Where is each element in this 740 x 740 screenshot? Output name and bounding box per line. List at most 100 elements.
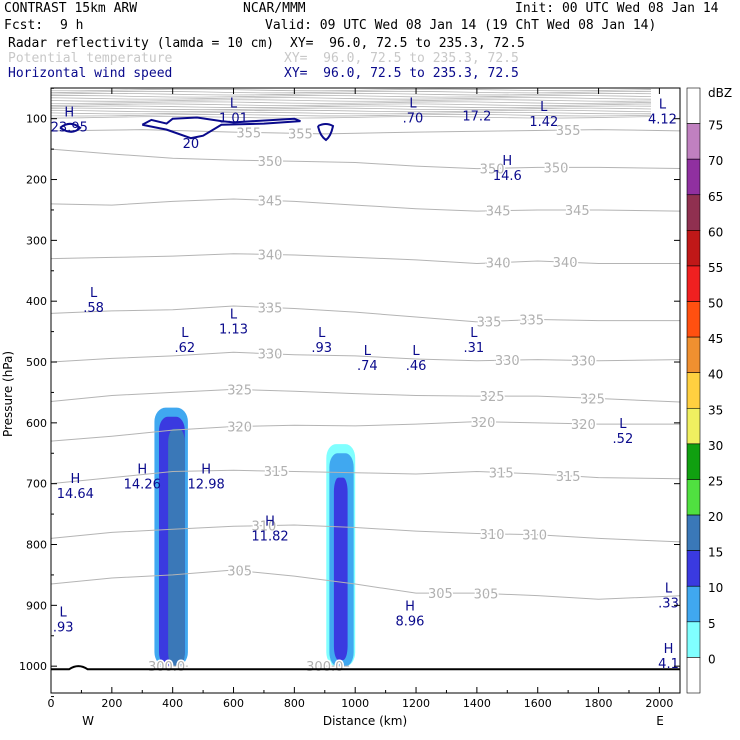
init-time: Init: 00 UTC Wed 08 Jan 14 xyxy=(515,1,719,16)
extremum-value-15: 14.26 xyxy=(124,478,161,493)
theta-contour-305-10 xyxy=(51,569,680,600)
extremum-value-8: 1.13 xyxy=(219,323,248,338)
colorbar-label-35: 35 xyxy=(708,403,723,417)
extremum-marker-2: L xyxy=(409,96,417,111)
extremum-value-21: .33 xyxy=(658,596,679,611)
extremum-value-19: .93 xyxy=(53,621,74,636)
x-tick-label-1800: 1800 xyxy=(585,697,613,710)
x-tick-label-1600: 1600 xyxy=(524,697,552,710)
extremum-value-5: 4.12 xyxy=(648,113,677,128)
center-title: NCAR/MMM xyxy=(243,1,306,16)
theta-contour-325-6 xyxy=(51,388,680,403)
stratospheric-theta-line-12 xyxy=(51,114,652,117)
y-tick-label-200: 200 xyxy=(26,174,47,187)
colorbar-label-0: 0 xyxy=(708,652,716,666)
extremum-value-12: .46 xyxy=(406,359,427,374)
theta-label-5-2: 330 xyxy=(571,354,596,369)
extremum-value-17: 14.64 xyxy=(57,487,94,502)
extremum-value-10: .93 xyxy=(311,341,332,356)
colorbar-label-65: 65 xyxy=(708,190,723,204)
theta-label-2-2: 345 xyxy=(565,204,590,219)
colorbar-swatch-55 xyxy=(686,265,701,302)
extremum-value-20: 8.96 xyxy=(395,615,424,630)
stratospheric-theta-line-1 xyxy=(51,90,652,94)
theta-contour-320-7 xyxy=(51,421,680,442)
x-tick-label-1000: 1000 xyxy=(341,697,369,710)
y-tick-label-700: 700 xyxy=(26,478,47,491)
wind-contour-small-loop xyxy=(317,123,335,142)
wind-contour-west-loop xyxy=(59,122,82,133)
colorbar-swatch-0 xyxy=(686,657,701,694)
colorbar-label-25: 25 xyxy=(708,474,723,488)
stratospheric-theta-line-7 xyxy=(51,103,652,106)
forecast-label: Fcst: xyxy=(4,18,44,33)
colorbar-label-30: 30 xyxy=(708,439,723,453)
theta-label-7-2: 320 xyxy=(571,418,596,433)
extremum-marker-14: L xyxy=(619,417,627,432)
colorbar-label-20: 20 xyxy=(708,510,723,524)
extremum-value-6: 14.6 xyxy=(493,169,522,184)
stratospheric-theta-line-6 xyxy=(51,101,652,104)
extremum-marker-9: L xyxy=(181,326,189,341)
colorbar-label-45: 45 xyxy=(708,332,723,346)
colorbar-label-55: 55 xyxy=(708,261,723,275)
theta-label-11-0: 300.0 xyxy=(148,660,185,675)
theta-label-9-1: 310 xyxy=(480,528,505,543)
extremum-marker-20: H xyxy=(405,600,415,615)
extremum-marker-17: H xyxy=(70,472,80,487)
plot-frame xyxy=(50,87,681,694)
extremum-marker-5: L xyxy=(659,98,667,113)
colorbar-swatch-20 xyxy=(686,514,701,551)
colorbar-label-75: 75 xyxy=(708,119,723,133)
field-name-theta: Potential temperature xyxy=(8,51,173,66)
theta-label-4-0: 335 xyxy=(258,302,283,317)
y-axis-title: Pressure (hPa) xyxy=(1,351,15,437)
x-tick-label-600: 600 xyxy=(223,697,244,710)
theta-label-0-2: 355 xyxy=(556,124,581,139)
theta-label-5-0: 330 xyxy=(258,348,283,363)
east-end-label: E xyxy=(656,714,664,728)
extremum-marker-6: H xyxy=(502,154,512,169)
extremum-value-22: 4.1 xyxy=(658,657,679,672)
colorbar-label-40: 40 xyxy=(708,368,723,382)
theta-label-12-0: 300.0 xyxy=(306,660,343,675)
theta-label-2-0: 345 xyxy=(258,194,283,209)
field-xy-reflectivity: XY= 96.0, 72.5 to 235.3, 72.5 xyxy=(290,36,525,51)
colorbar-swatch-35 xyxy=(686,407,701,445)
extremum-marker-13: L xyxy=(470,326,478,341)
colorbar-swatch-40 xyxy=(686,372,701,409)
extremum-marker-10: L xyxy=(318,326,326,341)
y-tick-label-800: 800 xyxy=(26,539,47,552)
wind-contour-label-20: 20 xyxy=(183,137,200,152)
theta-contour-340-3 xyxy=(51,253,680,264)
extremum-marker-0: H xyxy=(64,106,74,121)
y-tick-label-1000: 1000 xyxy=(19,660,47,673)
colorbar-label-15: 15 xyxy=(708,546,723,560)
x-tick-label-2000: 2000 xyxy=(645,697,673,710)
extremum-value-16: 12.98 xyxy=(188,478,225,493)
extremum-marker-19: L xyxy=(60,606,68,621)
theta-contour-315-8 xyxy=(51,469,680,485)
x-tick-label-400: 400 xyxy=(162,697,183,710)
theta-label-8-2: 315 xyxy=(556,470,581,485)
theta-label-0-1: 355 xyxy=(288,127,313,142)
theta-label-1-2: 350 xyxy=(544,161,569,176)
colorbar-swatch-5 xyxy=(686,621,701,658)
theta-label-10-0: 305 xyxy=(227,565,252,580)
extremum-marker-8: L xyxy=(230,308,238,323)
theta-label-8-0: 315 xyxy=(264,465,289,480)
theta-contour-345-2 xyxy=(51,198,680,212)
extremum-marker-15: H xyxy=(137,463,147,478)
west-end-label: W xyxy=(82,714,94,728)
stratospheric-theta-line-10 xyxy=(51,109,652,113)
colorbar-swatch-dBZ xyxy=(686,87,701,124)
y-tick-label-400: 400 xyxy=(26,295,47,308)
theta-label-9-2: 310 xyxy=(522,529,547,544)
extremum-value-9: .62 xyxy=(175,341,196,356)
model-title: CONTRAST 15km ARW xyxy=(4,1,138,16)
theta-label-1-0: 350 xyxy=(258,155,283,170)
theta-contour-330-5 xyxy=(51,351,680,363)
x-tick-label-1200: 1200 xyxy=(402,697,430,710)
theta-label-4-1: 335 xyxy=(477,315,502,330)
